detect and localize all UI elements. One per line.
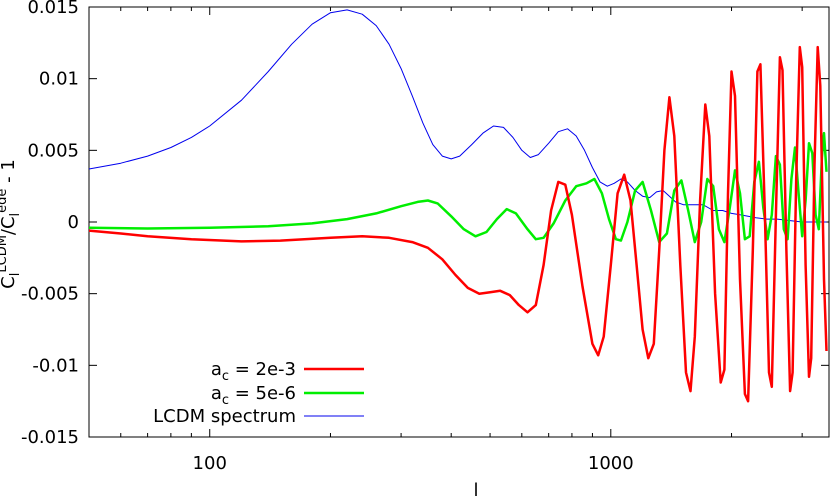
ylabel-main: C <box>0 276 19 289</box>
y-tick-label: 0.015 <box>27 0 79 18</box>
y-tick-label: 0.005 <box>27 140 79 161</box>
x-axis-label: l <box>473 480 478 500</box>
ylabel-sub1: l <box>8 273 23 277</box>
ylabel-sub2: l <box>8 213 23 217</box>
svg-text:ClLCDM/Clede - 1: ClLCDM/Clede - 1 <box>0 159 23 289</box>
x-tick-label: 1000 <box>588 453 634 474</box>
series-line <box>88 45 828 403</box>
ylabel-sup1: LCDM <box>0 235 10 273</box>
y-tick-label: -0.01 <box>32 355 79 376</box>
legend-label: ac = 5e-6 <box>211 383 296 408</box>
legend-label: ac = 2e-3 <box>211 359 296 384</box>
legend-label: LCDM spectrum <box>153 406 296 427</box>
series-line <box>88 131 828 244</box>
y-tick-label: -0.015 <box>21 427 79 448</box>
ylabel-tail: - 1 <box>0 159 19 188</box>
y-tick-label: 0.01 <box>39 69 79 90</box>
x-tick-label: 100 <box>193 453 227 474</box>
y-tick-label: -0.005 <box>21 284 79 305</box>
series-line <box>88 9 827 223</box>
ylabel-mid: /C <box>0 216 19 235</box>
ylabel-sup2: ede <box>0 189 10 213</box>
y-axis-label: ClLCDM/Clede - 1 <box>0 159 23 289</box>
y-tick-label: 0 <box>68 212 79 233</box>
